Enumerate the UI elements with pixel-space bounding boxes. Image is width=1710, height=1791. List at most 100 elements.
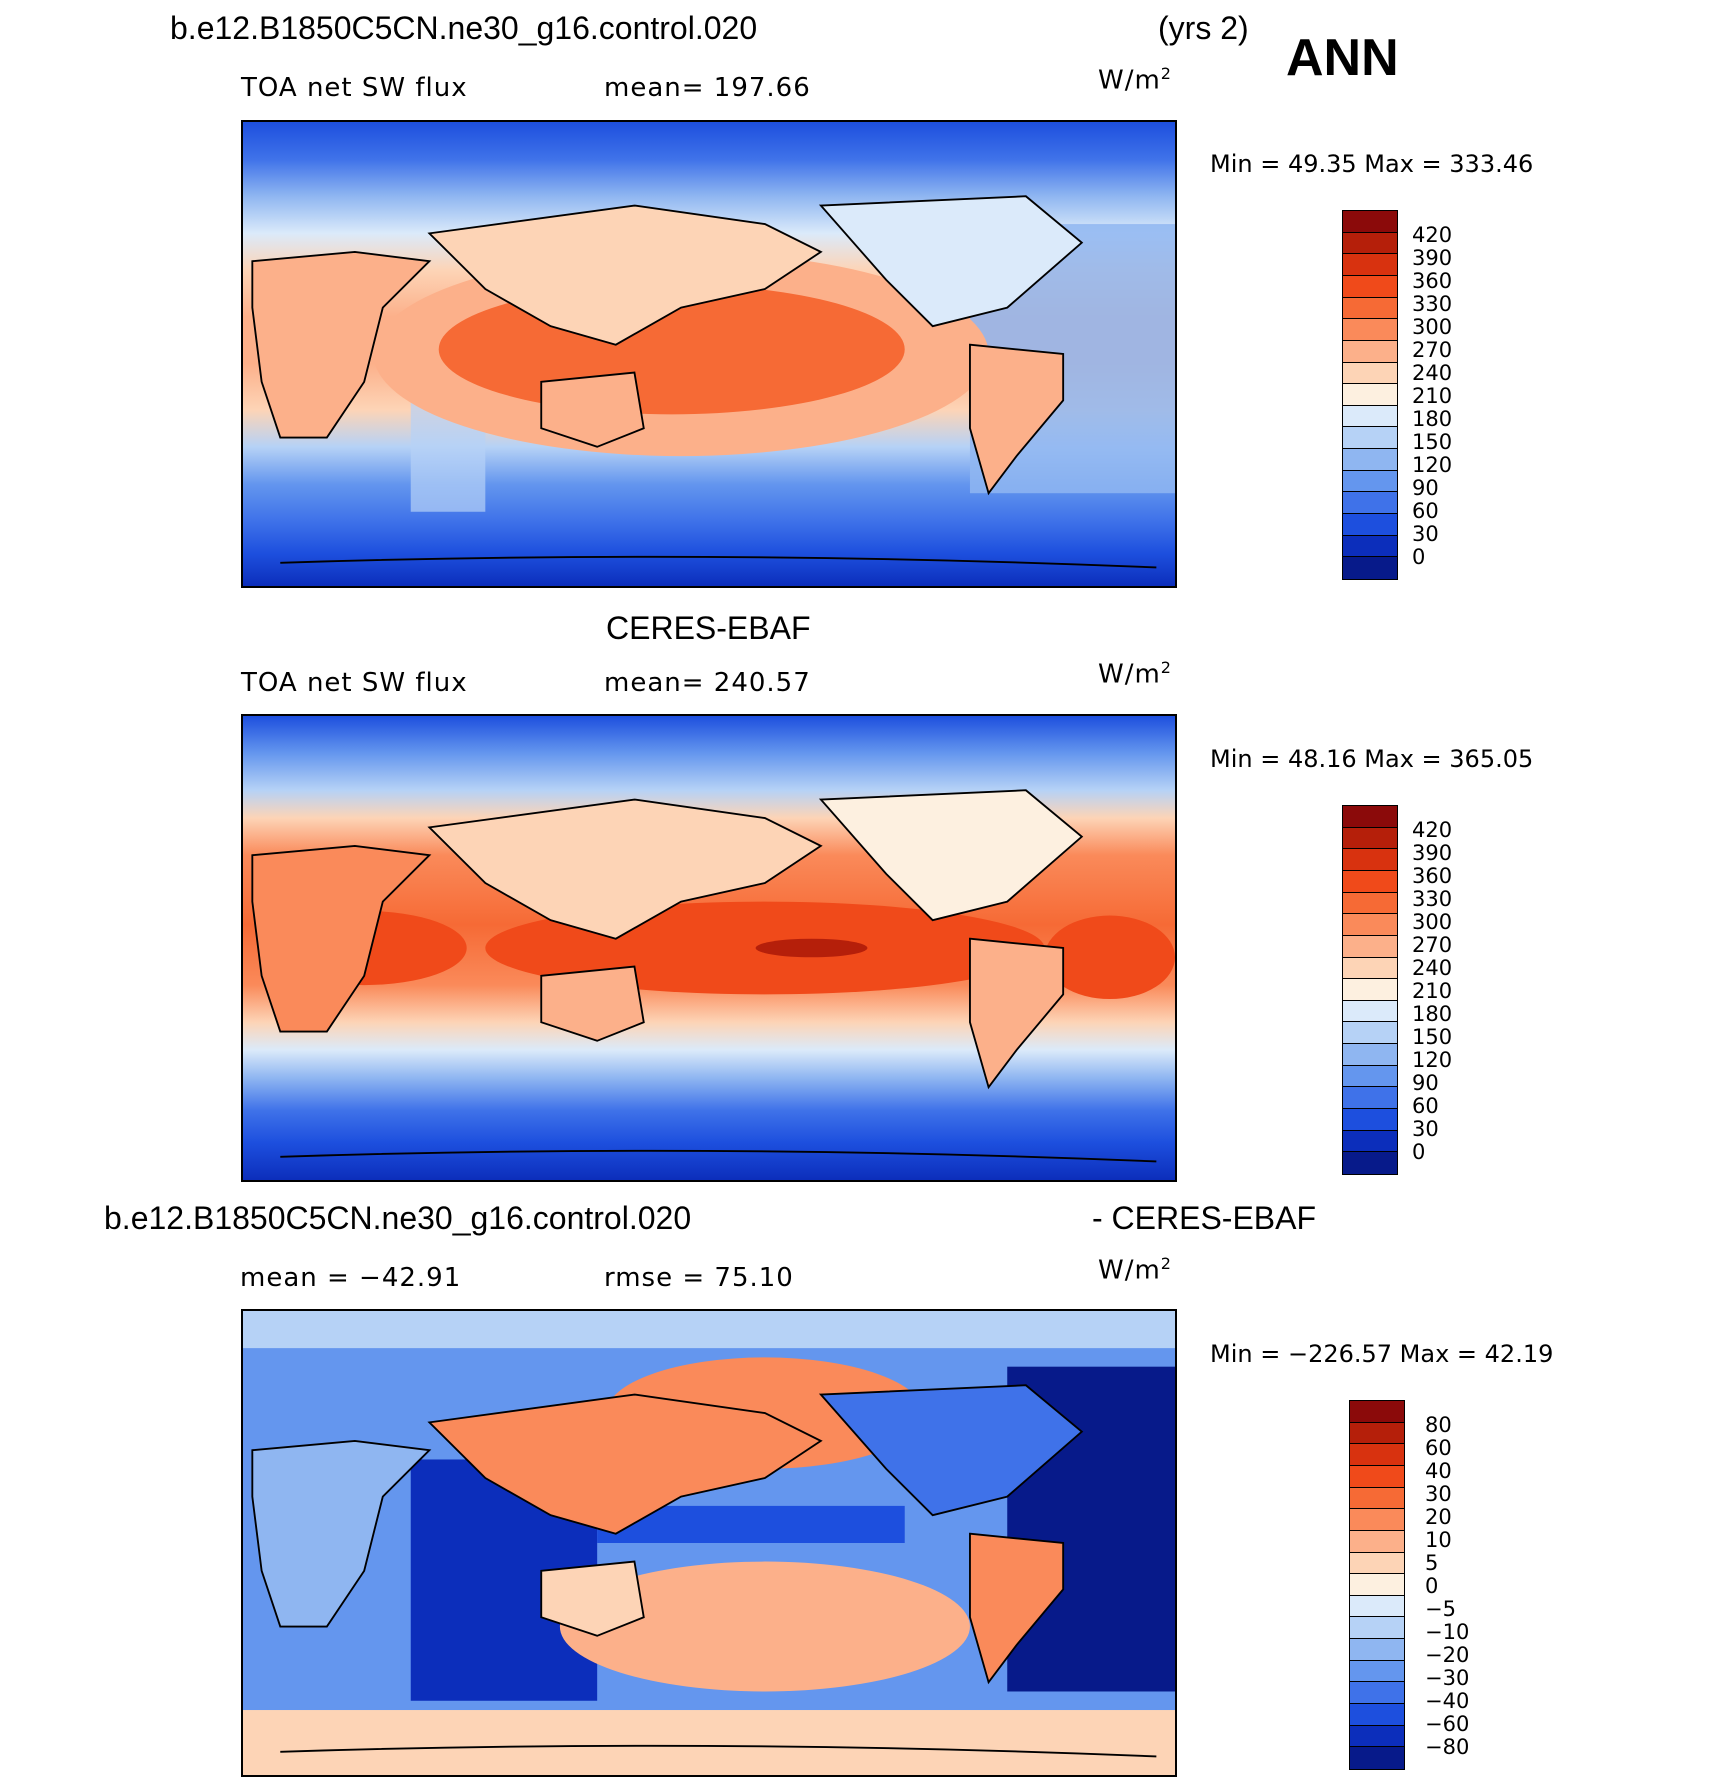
colorbar-tick-label: 60 xyxy=(1425,1436,1452,1460)
colorbar-tick-label: 210 xyxy=(1412,384,1453,408)
colorbar-tick-label: −60 xyxy=(1425,1712,1470,1736)
colorbar-tick-label: 300 xyxy=(1412,315,1453,339)
colorbar-tick-label: 90 xyxy=(1412,1071,1439,1095)
colorbar-tick-label: −80 xyxy=(1425,1735,1470,1759)
colorbar-box xyxy=(1343,297,1397,320)
colorbar-box xyxy=(1350,1422,1404,1445)
panel2-units: W/m2 xyxy=(1098,658,1172,690)
colorbar-tick-label: 240 xyxy=(1412,361,1453,385)
colorbar-box xyxy=(1350,1509,1404,1531)
colorbar-box xyxy=(1343,211,1397,233)
colorbar-tick-label: 30 xyxy=(1412,522,1439,546)
colorbar-tick-label: 30 xyxy=(1412,1117,1439,1141)
colorbar-tick-label: 360 xyxy=(1412,864,1453,888)
colorbar-box xyxy=(1343,275,1397,298)
colorbar-box xyxy=(1343,957,1397,980)
colorbar-tick-label: 60 xyxy=(1412,1094,1439,1118)
panel3-map xyxy=(241,1309,1177,1777)
colorbar-box xyxy=(1350,1574,1404,1596)
season-label: ANN xyxy=(1286,29,1399,87)
colorbar-tick-label: 120 xyxy=(1412,1048,1453,1072)
colorbar-tick-label: −5 xyxy=(1425,1597,1456,1621)
colorbar-box xyxy=(1350,1704,1404,1726)
colorbar-tick-label: 30 xyxy=(1425,1482,1452,1506)
colorbar-tick-label: 150 xyxy=(1412,430,1453,454)
colorbar-tick-label: −40 xyxy=(1425,1689,1470,1713)
colorbar-tick-label: −10 xyxy=(1425,1620,1470,1644)
colorbar-tick-label: 80 xyxy=(1425,1413,1452,1437)
colorbar-tick-label: 150 xyxy=(1412,1025,1453,1049)
colorbar-tick-label: 330 xyxy=(1412,292,1453,316)
colorbar-tick-label: 360 xyxy=(1412,269,1453,293)
colorbar-box xyxy=(1350,1682,1404,1705)
years-label: (yrs 2) xyxy=(1158,10,1249,46)
colorbar-box xyxy=(1343,806,1397,828)
colorbar-tick-label: 270 xyxy=(1412,933,1453,957)
colorbar-tick-label: 60 xyxy=(1412,499,1439,523)
panel2-mean-label: mean= 240.57 xyxy=(604,668,811,698)
colorbar-box xyxy=(1350,1595,1404,1618)
colorbar-box xyxy=(1343,892,1397,915)
colorbar-box xyxy=(1343,914,1397,936)
colorbar-tick-label: 120 xyxy=(1412,453,1453,477)
colorbar-box xyxy=(1343,254,1397,276)
colorbar-tick-label: 40 xyxy=(1425,1459,1452,1483)
colorbar-tick-label: 240 xyxy=(1412,956,1453,980)
colorbar-tick-label: 390 xyxy=(1412,246,1453,270)
colorbar-tick-label: 330 xyxy=(1412,887,1453,911)
colorbar-box xyxy=(1343,362,1397,385)
colorbar-tick-label: 300 xyxy=(1412,910,1453,934)
panel1-variable-label: TOA net SW flux xyxy=(241,73,468,103)
panel2-map-svg xyxy=(243,716,1175,1180)
colorbar-tick-label: 180 xyxy=(1412,1002,1453,1026)
panel1-units: W/m2 xyxy=(1098,64,1172,96)
colorbar-tick-label: 270 xyxy=(1412,338,1453,362)
colorbar-tick-label: −30 xyxy=(1425,1666,1470,1690)
colorbar-box xyxy=(1343,827,1397,850)
panel2-colorbar xyxy=(1342,805,1398,1175)
colorbar-box xyxy=(1343,849,1397,871)
colorbar-box xyxy=(1343,384,1397,406)
colorbar-box xyxy=(1343,979,1397,1001)
panel3-title-left: b.e12.B1850C5CN.ne30_g16.control.020 xyxy=(104,1200,692,1236)
colorbar-box xyxy=(1350,1660,1404,1683)
colorbar-box xyxy=(1343,535,1397,558)
colorbar-tick-label: 0 xyxy=(1412,545,1426,569)
panel1-map-svg xyxy=(243,122,1175,586)
colorbar-box xyxy=(1343,1000,1397,1023)
colorbar-box xyxy=(1350,1465,1404,1488)
colorbar-box xyxy=(1343,319,1397,341)
colorbar-tick-label: 420 xyxy=(1412,223,1453,247)
colorbar-tick-label: 0 xyxy=(1412,1140,1426,1164)
panel3-map-svg xyxy=(243,1311,1175,1775)
panel3-title-right: - CERES-EBAF xyxy=(1092,1200,1317,1236)
colorbar-box xyxy=(1343,1152,1397,1174)
panel2-map xyxy=(241,714,1177,1182)
colorbar-box xyxy=(1350,1617,1404,1640)
colorbar-box xyxy=(1343,232,1397,255)
colorbar-tick-label: 390 xyxy=(1412,841,1453,865)
colorbar-box xyxy=(1350,1639,1404,1661)
colorbar-box xyxy=(1343,1087,1397,1110)
colorbar-box xyxy=(1350,1552,1404,1575)
colorbar-box xyxy=(1343,1044,1397,1066)
colorbar-box xyxy=(1350,1725,1404,1748)
colorbar-box xyxy=(1343,557,1397,579)
colorbar-box xyxy=(1343,470,1397,493)
colorbar-box xyxy=(1343,935,1397,958)
case-name-title: b.e12.B1850C5CN.ne30_g16.control.020 xyxy=(170,10,758,46)
colorbar-tick-label: 10 xyxy=(1425,1528,1452,1552)
colorbar-tick-label: 0 xyxy=(1425,1574,1439,1598)
panel1-min-max: Min = 49.35 Max = 333.46 xyxy=(1210,150,1534,178)
colorbar-box xyxy=(1350,1487,1404,1510)
colorbar-box xyxy=(1343,405,1397,428)
panel3-units: W/m2 xyxy=(1098,1254,1172,1286)
colorbar-tick-label: 20 xyxy=(1425,1505,1452,1529)
colorbar-box xyxy=(1343,1065,1397,1088)
panel1-mean-label: mean= 197.66 xyxy=(604,73,811,103)
colorbar-box xyxy=(1350,1747,1404,1769)
panel3-rmse-label: rmse = 75.10 xyxy=(604,1263,794,1293)
colorbar-tick-label: 5 xyxy=(1425,1551,1439,1575)
colorbar-box xyxy=(1343,1022,1397,1045)
